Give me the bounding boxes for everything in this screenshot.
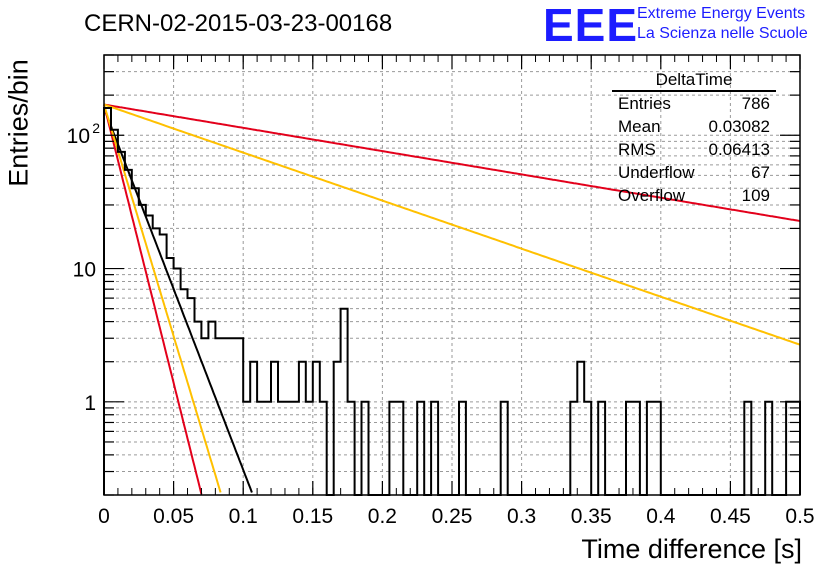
- logo-line-1: Extreme Energy Events: [637, 5, 806, 22]
- x-tick-label: 0.45: [710, 505, 751, 528]
- stats-value: 67: [751, 163, 770, 182]
- x-tick-label: 0.2: [368, 505, 397, 528]
- x-tick-label: 0.05: [153, 505, 194, 528]
- x-tick-labels: 0 0.05 0.1 0.15 0.2 0.25 0.3 0.35 0.4 0.45 0.5: [98, 505, 814, 528]
- stats-label: Underflow: [618, 163, 695, 182]
- logo-line-2: La Scienza nelle Scuole: [637, 25, 808, 42]
- stats-title: DeltaTime: [612, 70, 776, 92]
- fit-curve: [103, 104, 222, 493]
- x-tick-label: 0.1: [229, 505, 258, 528]
- x-tick-label: 0.4: [646, 505, 676, 528]
- y-tick-label: 1: [84, 392, 96, 415]
- x-tick-label: 0.15: [292, 505, 333, 528]
- stats-value: 786: [741, 94, 770, 113]
- x-tick-label: 0: [98, 505, 110, 528]
- stats-label: Overflow: [618, 186, 686, 205]
- fit-curve: [103, 107, 253, 493]
- stats-label: RMS: [618, 140, 656, 159]
- fit-curve: [103, 104, 203, 495]
- chart-title: CERN-02-2015-03-23-00168: [84, 10, 393, 37]
- stats-value: 109: [741, 186, 770, 205]
- stats-row-entries: Entries 786: [612, 92, 776, 115]
- fit-curves: [103, 103, 801, 495]
- x-axis-label: Time difference [s]: [581, 534, 802, 564]
- stats-row-overflow: Overflow 109: [612, 184, 776, 207]
- x-tick-label: 0.25: [432, 505, 473, 528]
- stats-value: 0.06413: [708, 140, 770, 159]
- stats-label: Entries: [618, 94, 671, 113]
- stats-box: DeltaTime Entries 786 Mean 0.03082 RMS 0.06…: [612, 70, 776, 207]
- stats-value: 0.03082: [708, 117, 770, 136]
- x-tick-label: 0.3: [507, 505, 536, 528]
- y-tick-label: 10: [67, 125, 90, 148]
- y-axis-label: Entries/bin: [3, 59, 34, 187]
- stats-row-rms: RMS 0.06413: [612, 138, 776, 161]
- y-tick-label-exponent: 2: [92, 120, 100, 136]
- fit-curve: [103, 103, 801, 222]
- stats-row-mean: Mean 0.03082: [612, 115, 776, 138]
- y-axis-label-box: Entries/bin: [2, 58, 36, 188]
- eee-logo: EEE: [543, 0, 639, 51]
- stats-label: Mean: [618, 117, 661, 136]
- fit-curve: [103, 103, 801, 346]
- x-tick-label: 0.35: [571, 505, 612, 528]
- axis-ticks: [103, 54, 801, 496]
- stats-row-underflow: Underflow 67: [612, 161, 776, 184]
- x-tick-label: 0.5: [785, 505, 814, 528]
- logo-caption: Extreme Energy Events La Scienza nelle S…: [637, 4, 808, 44]
- y-tick-label: 10: [73, 259, 96, 282]
